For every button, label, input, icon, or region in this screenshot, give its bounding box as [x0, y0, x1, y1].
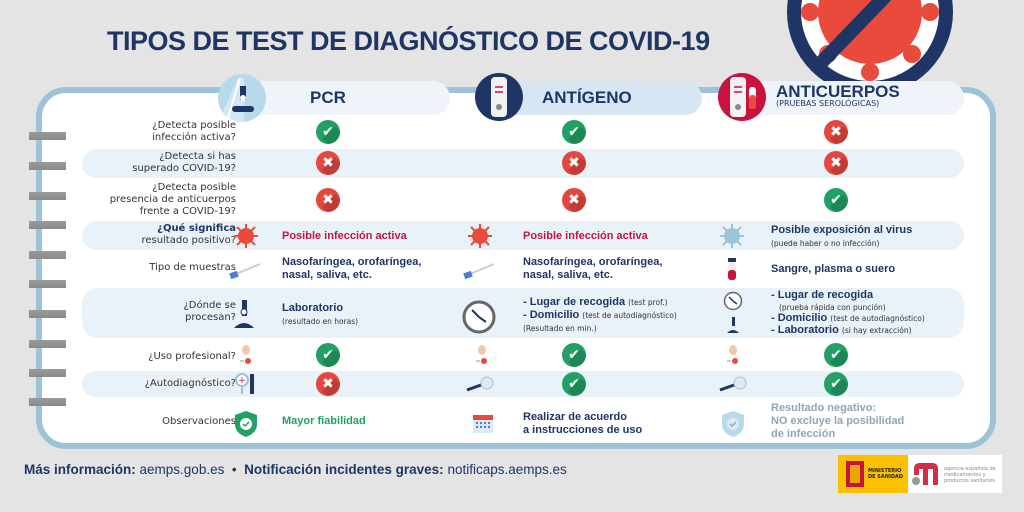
row-background	[82, 149, 964, 178]
microscope-icon	[232, 298, 256, 330]
healthcare-professional-icon	[474, 344, 490, 366]
check-icon: ✔	[562, 343, 586, 367]
spiral-bar	[29, 340, 66, 348]
check-icon: ✔	[316, 120, 340, 144]
muestras-pcr: Nasofaríngea, orofaríngea, nasal, saliva,…	[282, 256, 422, 281]
calendar-icon	[472, 412, 494, 434]
question-observaciones: Observaciones	[162, 416, 236, 427]
cross-icon: ✖	[562, 188, 586, 212]
healthcare-professional-icon	[725, 344, 741, 366]
shield-check-icon	[234, 410, 258, 438]
clock-icon	[462, 300, 496, 334]
spiral-bar	[29, 251, 66, 259]
test-cassette-icon	[475, 73, 523, 121]
cross-icon: ✖	[316, 151, 340, 175]
cross-icon: ✖	[824, 120, 848, 144]
muestras-antigeno: Nasofaríngea, orofaríngea, nasal, saliva,…	[523, 256, 663, 281]
check-icon: ✔	[824, 372, 848, 396]
result-anticuerpos-positivo: Posible exposición al virus (puede haber…	[771, 224, 913, 248]
info-label: Más información:	[24, 462, 136, 477]
question-superado-covid: ¿Detecta si has superado COVID-19?	[132, 151, 236, 174]
observacion-antigeno: Realizar de acuerdo a instrucciones de us…	[523, 411, 643, 436]
column-label: ANTICUERPOS	[776, 82, 900, 101]
shield-check-icon-light	[721, 410, 745, 438]
result-pcr-positivo: Posible infección activa	[282, 230, 407, 242]
virus-icon	[233, 223, 259, 249]
footer: Más información: aemps.gob.es • Notifica…	[24, 462, 567, 477]
column-header-antigeno: ANTÍGENO	[498, 81, 702, 115]
microscope-icon	[218, 74, 266, 122]
spiral-bar	[29, 162, 66, 170]
question-anticuerpos: ¿Detecta posible presencia de anticuerpos…	[109, 182, 236, 217]
virus-icon	[467, 223, 493, 249]
check-icon: ✔	[824, 343, 848, 367]
clock-icon	[723, 291, 743, 311]
question-autodiagnostico: ¿Autodiagnóstico?	[144, 378, 236, 389]
spiral-bar	[29, 221, 66, 229]
observacion-anticuerpos: Resultado negativo: NO excluye la posibil…	[771, 402, 905, 440]
procesa-pcr: Laboratorio (resultado en horas)	[282, 302, 359, 326]
column-header-anticuerpos: ANTICUERPOS (PRUEBAS SEROLÓGICAS)	[742, 81, 964, 115]
magnifier-icon	[465, 376, 495, 392]
page-title: TIPOS DE TEST DE DIAGNÓSTICO DE COVID-19	[107, 26, 710, 56]
check-icon: ✔	[824, 188, 848, 212]
spiral-bar	[29, 398, 66, 406]
observacion-pcr: Mayor fiabilidad	[282, 415, 366, 427]
separator: •	[231, 462, 237, 477]
healthcare-professional-icon	[238, 344, 254, 366]
check-icon: ✔	[316, 343, 340, 367]
check-icon: ✔	[562, 372, 586, 396]
cross-icon: ✖	[824, 151, 848, 175]
question-uso-profesional: ¿Uso profesional?	[148, 351, 236, 362]
column-label: ANTÍGENO	[542, 88, 632, 107]
procesa-anticuerpos: - Lugar de recogida (prueba rápida con p…	[771, 289, 925, 336]
magnifier-icon	[718, 376, 748, 392]
self-test-icon: +	[234, 372, 256, 396]
microscope-icon	[726, 316, 740, 334]
column-header-pcr: PCR	[232, 81, 450, 115]
spiral-bar	[29, 132, 66, 140]
question-resultado-positivo: ¿Qué significa resultado positivo?	[141, 223, 236, 246]
info-link[interactable]: aemps.gob.es	[139, 462, 225, 477]
no-virus-badge	[782, 0, 958, 90]
aemps-logo: agencia española de medicamentos y produ…	[908, 455, 1002, 493]
cross-icon: ✖	[316, 188, 340, 212]
spiral-bar	[29, 369, 66, 377]
svg-text:+: +	[238, 376, 246, 386]
ministerio-sanidad-logo: MINISTERIO DE SANIDAD	[838, 455, 908, 493]
row-background	[82, 371, 964, 397]
row-background	[82, 221, 964, 250]
column-label: PCR	[310, 88, 346, 107]
blood-test-icon	[718, 73, 766, 121]
spiral-bar	[29, 280, 66, 288]
swab-icon	[228, 262, 262, 280]
question-donde-procesan: ¿Dónde se procesan?	[183, 300, 236, 323]
cross-icon: ✖	[562, 151, 586, 175]
cross-icon: ✖	[316, 372, 340, 396]
procesa-antigeno: - Lugar de recogida (test prof.) - Domic…	[523, 296, 677, 333]
notif-label: Notificación incidentes graves:	[244, 462, 444, 477]
virus-icon-blue	[719, 223, 745, 249]
spiral-bar	[29, 192, 66, 200]
check-icon: ✔	[562, 120, 586, 144]
notif-link[interactable]: notificaps.aemps.es	[447, 462, 567, 477]
column-sublabel: (PRUEBAS SEROLÓGICAS)	[776, 99, 880, 108]
muestras-anticuerpos: Sangre, plasma o suero	[771, 263, 896, 275]
virus-forbidden-icon	[787, 0, 953, 90]
result-antigeno-positivo: Posible infección activa	[523, 230, 648, 242]
spiral-bar	[29, 310, 66, 318]
question-detecta-infeccion: ¿Detecta posible infección activa?	[152, 120, 236, 143]
question-tipo-muestras: Tipo de muestras	[149, 262, 236, 273]
blood-tube-icon	[726, 258, 738, 282]
swab-icon	[462, 262, 496, 280]
row-background	[82, 288, 964, 338]
